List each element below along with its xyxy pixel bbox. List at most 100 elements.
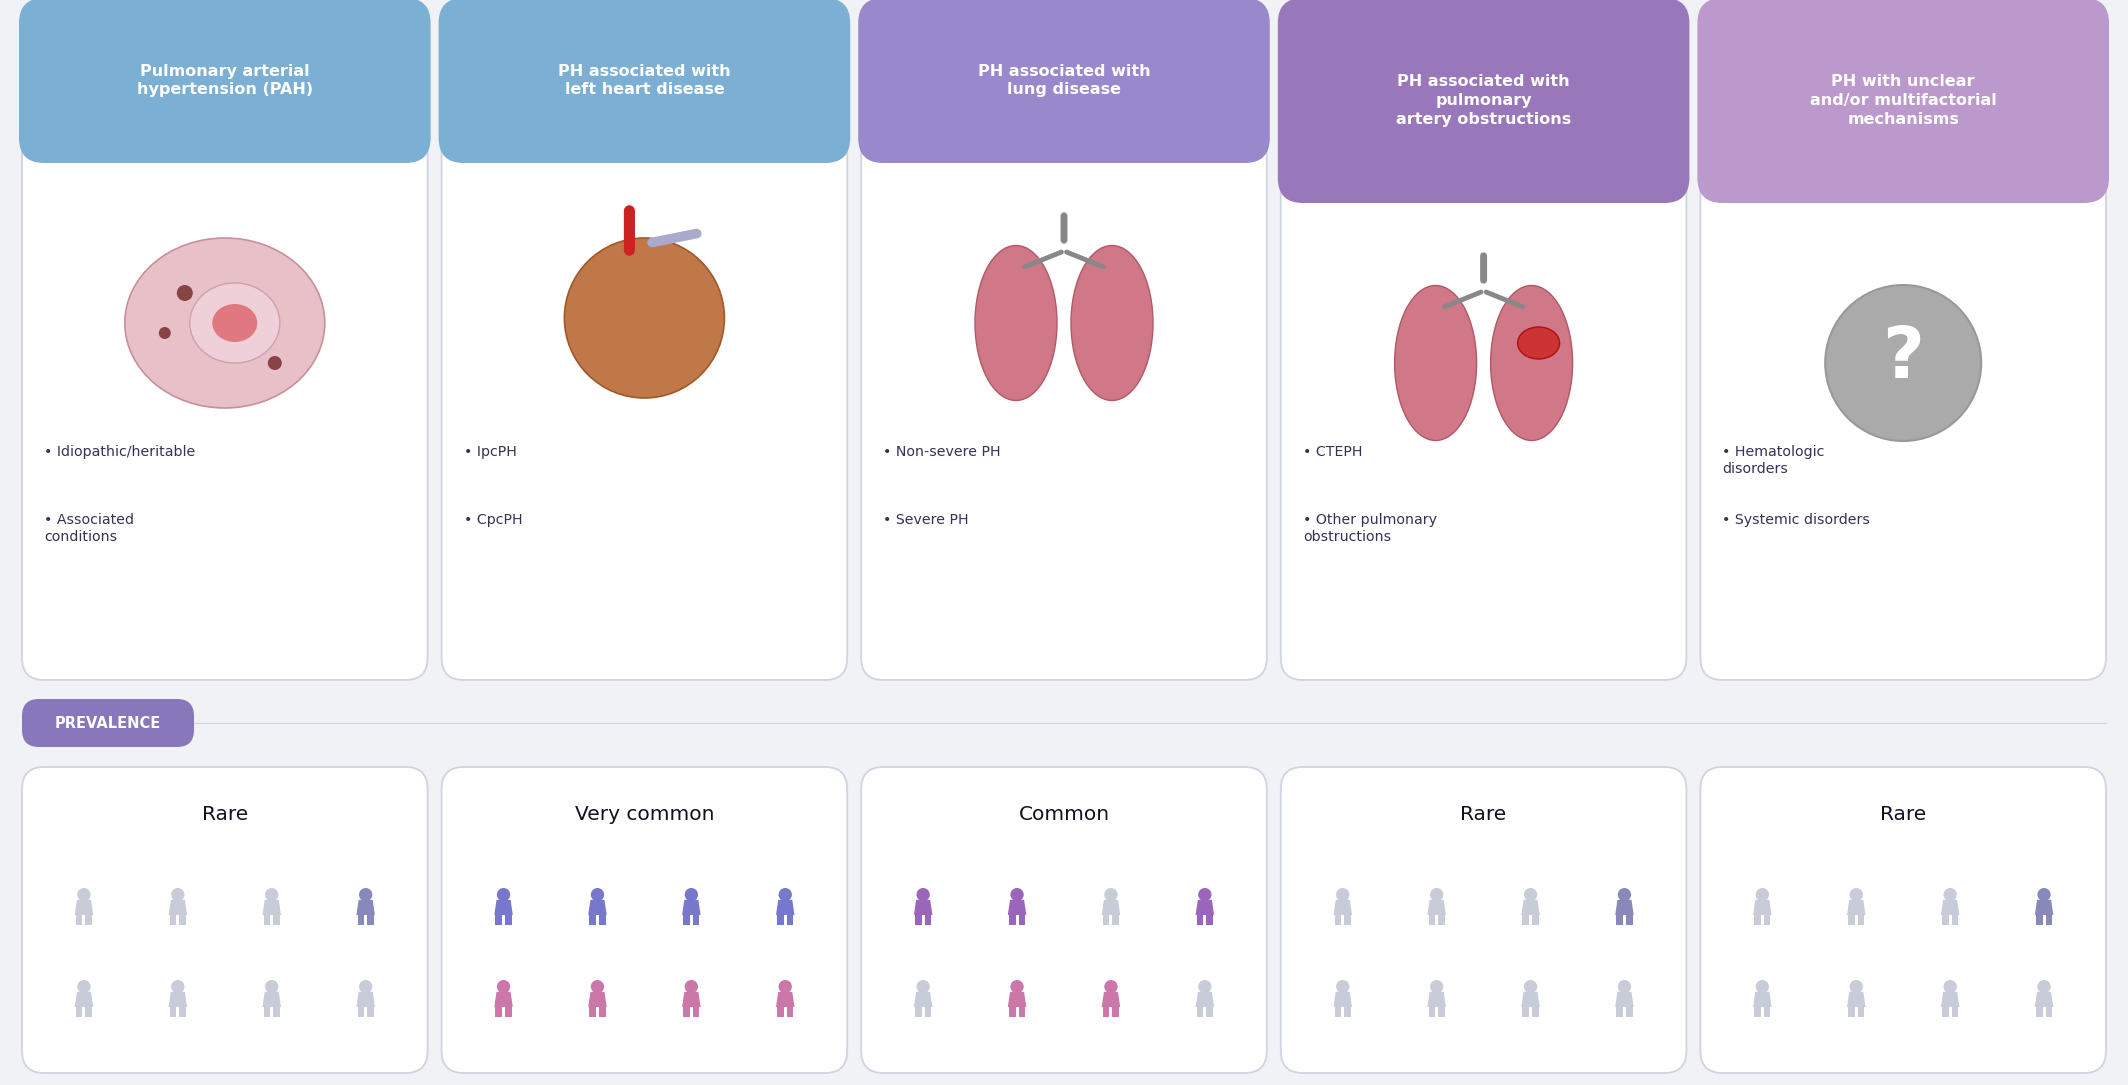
Polygon shape bbox=[1102, 899, 1119, 915]
Polygon shape bbox=[179, 1007, 185, 1017]
Polygon shape bbox=[683, 915, 689, 926]
Text: Common: Common bbox=[1019, 805, 1109, 825]
Circle shape bbox=[1198, 888, 1211, 902]
Polygon shape bbox=[787, 915, 794, 926]
Polygon shape bbox=[683, 992, 700, 1007]
Polygon shape bbox=[1334, 899, 1351, 915]
Polygon shape bbox=[1196, 915, 1202, 926]
Polygon shape bbox=[262, 992, 281, 1007]
Polygon shape bbox=[913, 899, 932, 915]
Polygon shape bbox=[777, 899, 794, 915]
Polygon shape bbox=[598, 915, 606, 926]
Polygon shape bbox=[1753, 899, 1773, 915]
Polygon shape bbox=[777, 915, 783, 926]
Polygon shape bbox=[1102, 915, 1109, 926]
Text: PH with unclear
and/or multifactorial
mechanisms: PH with unclear and/or multifactorial me… bbox=[1809, 75, 1996, 127]
FancyBboxPatch shape bbox=[443, 767, 847, 1073]
Circle shape bbox=[170, 980, 185, 993]
Polygon shape bbox=[694, 1007, 700, 1017]
Circle shape bbox=[1336, 980, 1349, 993]
Circle shape bbox=[1524, 888, 1536, 902]
Polygon shape bbox=[1532, 1007, 1539, 1017]
Polygon shape bbox=[587, 899, 606, 915]
Ellipse shape bbox=[1490, 285, 1573, 441]
FancyBboxPatch shape bbox=[19, 0, 430, 163]
Text: PH associated with
lung disease: PH associated with lung disease bbox=[977, 64, 1151, 98]
Circle shape bbox=[1756, 888, 1768, 902]
Text: ?: ? bbox=[1881, 324, 1924, 394]
Polygon shape bbox=[1196, 899, 1215, 915]
Polygon shape bbox=[913, 992, 932, 1007]
Polygon shape bbox=[355, 899, 375, 915]
Polygon shape bbox=[494, 992, 513, 1007]
Circle shape bbox=[592, 888, 604, 902]
Circle shape bbox=[1943, 980, 1958, 993]
Circle shape bbox=[1943, 888, 1958, 902]
FancyBboxPatch shape bbox=[1698, 0, 2109, 203]
Polygon shape bbox=[915, 1007, 921, 1017]
Polygon shape bbox=[179, 915, 185, 926]
Polygon shape bbox=[589, 915, 596, 926]
Polygon shape bbox=[1847, 992, 1866, 1007]
Polygon shape bbox=[1207, 1007, 1213, 1017]
Polygon shape bbox=[787, 1007, 794, 1017]
Polygon shape bbox=[1345, 915, 1351, 926]
Polygon shape bbox=[168, 899, 187, 915]
Polygon shape bbox=[272, 1007, 281, 1017]
Circle shape bbox=[1198, 980, 1211, 993]
Ellipse shape bbox=[1394, 285, 1477, 441]
Polygon shape bbox=[504, 915, 511, 926]
Text: • Other pulmonary
obstructions: • Other pulmonary obstructions bbox=[1302, 513, 1436, 544]
Polygon shape bbox=[694, 915, 700, 926]
Text: Rare: Rare bbox=[1879, 805, 1926, 825]
Circle shape bbox=[360, 980, 372, 993]
Polygon shape bbox=[1428, 899, 1445, 915]
FancyBboxPatch shape bbox=[858, 0, 1270, 163]
Polygon shape bbox=[1428, 992, 1445, 1007]
Polygon shape bbox=[1428, 1007, 1434, 1017]
Circle shape bbox=[917, 980, 930, 993]
Polygon shape bbox=[1858, 915, 1864, 926]
Text: • Systemic disorders: • Systemic disorders bbox=[1722, 513, 1871, 527]
Circle shape bbox=[779, 888, 792, 902]
Polygon shape bbox=[2045, 915, 2051, 926]
Circle shape bbox=[498, 888, 511, 902]
Circle shape bbox=[1617, 980, 1630, 993]
Polygon shape bbox=[926, 915, 932, 926]
Polygon shape bbox=[1522, 992, 1541, 1007]
Polygon shape bbox=[589, 1007, 596, 1017]
Polygon shape bbox=[1439, 1007, 1445, 1017]
Circle shape bbox=[360, 888, 372, 902]
Polygon shape bbox=[598, 1007, 606, 1017]
Polygon shape bbox=[2034, 899, 2054, 915]
Polygon shape bbox=[1951, 1007, 1958, 1017]
Circle shape bbox=[1011, 980, 1024, 993]
Circle shape bbox=[1104, 888, 1117, 902]
Circle shape bbox=[160, 327, 170, 339]
Polygon shape bbox=[1102, 1007, 1109, 1017]
Polygon shape bbox=[1334, 1007, 1341, 1017]
Polygon shape bbox=[170, 915, 177, 926]
Text: Rare: Rare bbox=[1460, 805, 1507, 825]
Text: • IpcPH: • IpcPH bbox=[464, 445, 517, 459]
Polygon shape bbox=[683, 1007, 689, 1017]
Circle shape bbox=[77, 980, 92, 993]
Polygon shape bbox=[1753, 1007, 1760, 1017]
Text: • Severe PH: • Severe PH bbox=[883, 513, 968, 527]
Circle shape bbox=[1826, 285, 1981, 441]
Polygon shape bbox=[264, 915, 270, 926]
Polygon shape bbox=[1943, 1007, 1949, 1017]
FancyBboxPatch shape bbox=[862, 13, 1266, 680]
Polygon shape bbox=[355, 992, 375, 1007]
Circle shape bbox=[266, 980, 279, 993]
Polygon shape bbox=[1207, 915, 1213, 926]
Polygon shape bbox=[1334, 992, 1351, 1007]
Text: PH associated with
pulmonary
artery obstructions: PH associated with pulmonary artery obst… bbox=[1396, 75, 1570, 127]
Polygon shape bbox=[262, 899, 281, 915]
Ellipse shape bbox=[126, 238, 326, 408]
FancyBboxPatch shape bbox=[443, 13, 847, 680]
Circle shape bbox=[170, 888, 185, 902]
Polygon shape bbox=[587, 992, 606, 1007]
Polygon shape bbox=[1428, 915, 1434, 926]
Circle shape bbox=[685, 980, 698, 993]
